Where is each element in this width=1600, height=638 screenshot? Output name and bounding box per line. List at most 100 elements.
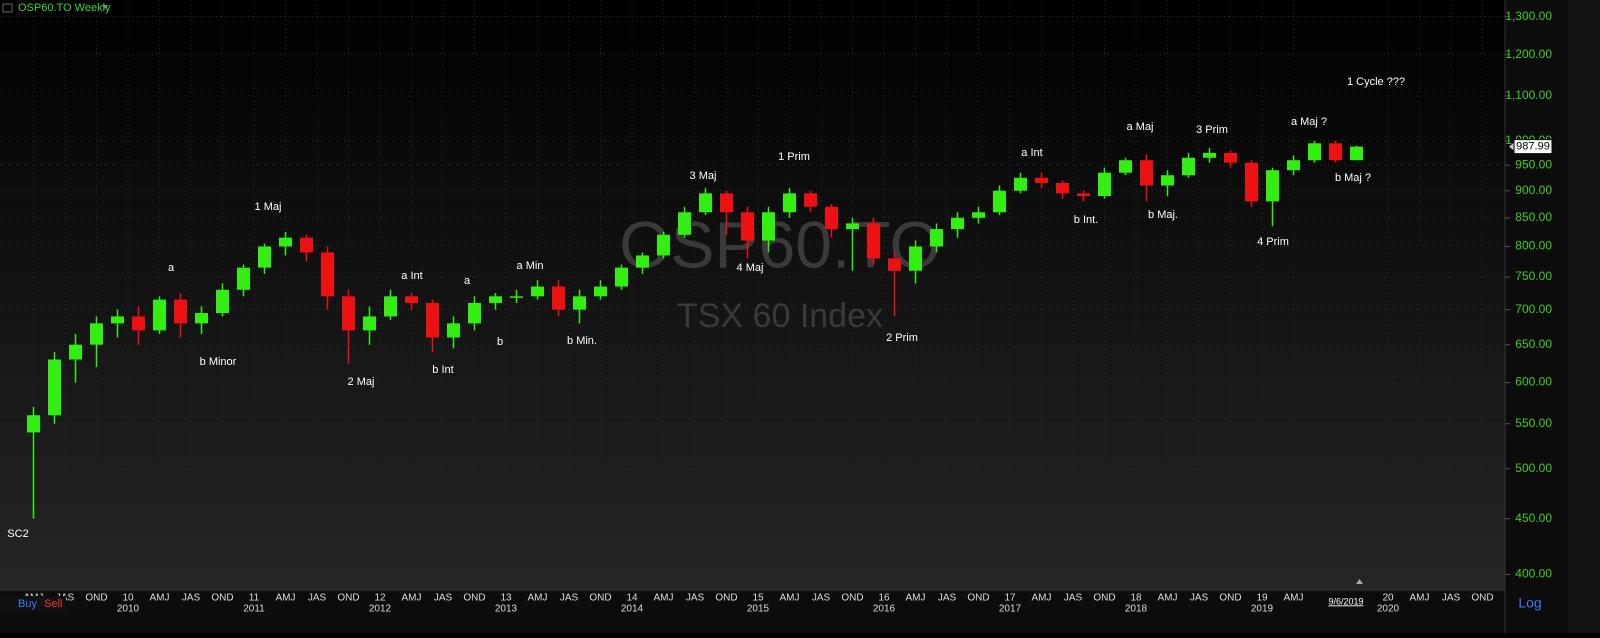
wave-annotation: 4 Prim: [1257, 236, 1289, 248]
price-axis-panel: [1505, 0, 1568, 633]
sell-button[interactable]: Sell: [44, 598, 62, 610]
candle-body: [971, 212, 986, 218]
wave-annotation: b Int: [432, 364, 453, 376]
wave-annotation: a Maj ?: [1291, 116, 1327, 128]
x-tick-label: 18: [1130, 593, 1142, 604]
trade-buttons: [0, 596, 66, 612]
x-tick-label: AMJ: [654, 593, 674, 604]
x-tick-label: OND: [715, 593, 737, 604]
candle-body: [26, 415, 41, 433]
dropdown-icon[interactable]: [102, 5, 108, 9]
y-tick-label: 700.00: [1515, 302, 1552, 316]
candle-body: [1286, 160, 1301, 171]
x-year-label: 2011: [243, 604, 265, 615]
candle-body: [1055, 182, 1070, 194]
x-year-label: 2015: [747, 604, 770, 615]
watermark-subtitle: TSX 60 Index: [677, 297, 883, 335]
x-tick-label: 10: [122, 593, 134, 604]
x-year-label: 2020: [1377, 604, 1400, 615]
x-tick-label: 20: [1382, 593, 1394, 604]
candle-body: [467, 302, 482, 324]
wave-annotation: 2 Prim: [886, 332, 918, 344]
x-tick-label: OND: [211, 593, 233, 604]
plot-area: [0, 0, 1505, 590]
candle-body: [110, 316, 125, 324]
candle-body: [278, 237, 293, 247]
buy-button[interactable]: Buy: [18, 598, 37, 610]
x-tick-label: 12: [374, 593, 386, 604]
x-tick-label: 13: [500, 593, 512, 604]
y-tick-label: 750.00: [1515, 269, 1552, 283]
y-tick-label: 600.00: [1515, 375, 1552, 389]
candle-body: [1013, 177, 1028, 191]
y-tick-label: 800.00: [1515, 239, 1552, 253]
candle-body: [572, 296, 587, 310]
wave-annotation: b: [497, 336, 503, 348]
date-marker-label: 9/6/2019: [1328, 596, 1363, 606]
wave-annotation: b Min.: [567, 335, 597, 347]
candle-body: [362, 316, 377, 331]
candle-body: [866, 223, 881, 259]
candle-body: [530, 286, 545, 297]
candle-body: [551, 286, 566, 310]
wave-annotation: b Minor: [200, 356, 237, 368]
x-tick-label: AMJ: [150, 593, 170, 604]
x-year-label: 2013: [495, 604, 518, 615]
x-tick-label: OND: [967, 593, 989, 604]
candle-body: [950, 217, 965, 230]
candle-body: [1265, 170, 1280, 202]
candle-body: [509, 296, 524, 298]
x-tick-label: JAS: [1064, 593, 1083, 604]
y-tick-label: 550.00: [1515, 416, 1552, 430]
x-tick-label: OND: [589, 593, 611, 604]
candle-body: [173, 299, 188, 324]
candle-body: [299, 237, 314, 253]
side-panel: [1568, 0, 1600, 633]
x-year-label: 2016: [873, 604, 896, 615]
chart-title[interactable]: OSP60.TO Weekly: [18, 2, 111, 14]
wave-annotation: 2 Maj: [348, 376, 375, 388]
candle-body: [593, 286, 608, 297]
y-tick-label: 450.00: [1515, 511, 1552, 525]
x-year-label: 2019: [1251, 604, 1274, 615]
x-tick-label: AMJ: [276, 593, 296, 604]
x-tick-label: OND: [337, 593, 359, 604]
y-tick-label: 650.00: [1515, 337, 1552, 351]
candle-body: [320, 252, 335, 297]
x-tick-label: 11: [249, 593, 260, 604]
candle-body: [824, 206, 839, 230]
x-tick-label: 16: [878, 593, 890, 604]
candle-body: [677, 212, 692, 235]
candle-body: [194, 313, 209, 324]
x-tick-label: 19: [1256, 593, 1268, 604]
time-axis-panel: [0, 590, 1505, 633]
last-price-pointer: [1509, 142, 1514, 151]
x-tick-label: OND: [463, 593, 485, 604]
menu-icon[interactable]: [2, 3, 13, 13]
x-year-label: 2014: [621, 604, 644, 615]
last-price-box: [1513, 139, 1553, 155]
x-year-label: 2010: [117, 604, 140, 615]
y-tick-label: 1,300.00: [1505, 9, 1552, 23]
candle-body: [152, 299, 167, 331]
x-tick-label: JAS: [560, 593, 579, 604]
x-tick-label: JAS: [308, 593, 327, 604]
x-tick-label: JAS: [686, 593, 705, 604]
candle-body: [488, 296, 503, 303]
candle-body: [383, 296, 398, 317]
candle-body: [215, 289, 230, 314]
x-tick-label: JAS: [812, 593, 831, 604]
wave-annotation: a Min: [517, 260, 544, 272]
candle-body: [656, 234, 671, 256]
candle-body: [719, 193, 734, 213]
date-marker-icon: [1356, 579, 1363, 584]
log-toggle[interactable]: Log: [1518, 595, 1541, 611]
candle-body: [803, 193, 818, 207]
wave-annotation: a: [168, 262, 175, 274]
wave-annotation: a Maj: [1127, 121, 1154, 133]
x-tick-label: 14: [626, 593, 638, 604]
wave-annotation: b Maj ?: [1335, 172, 1371, 184]
x-tick-label: JAS: [182, 593, 201, 604]
last-price-label: 987.99: [1516, 141, 1550, 153]
